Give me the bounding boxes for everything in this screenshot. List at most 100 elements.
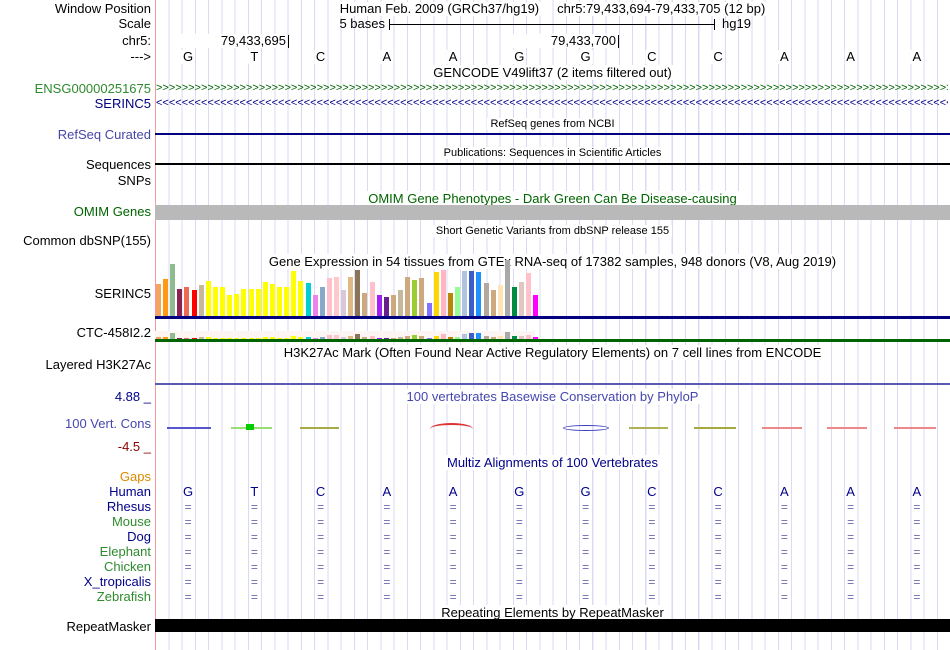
gtex-bar-serinc5[interactable] — [355, 270, 361, 316]
gtex-bar-ctc[interactable] — [412, 335, 418, 339]
gtex-bar-ctc[interactable] — [355, 334, 361, 339]
track-label-sequences[interactable]: Sequences — [85, 157, 151, 172]
gtex-bar-ctc[interactable] — [476, 333, 482, 339]
gtex-bar-ctc[interactable] — [519, 336, 525, 339]
species-label-mouse[interactable]: Mouse — [111, 514, 151, 529]
gtex-bar-serinc5[interactable] — [390, 295, 396, 316]
gtex-bar-ctc[interactable] — [334, 335, 339, 339]
gtex-bar-ctc[interactable] — [512, 336, 517, 339]
gtex-bar-serinc5[interactable] — [469, 271, 475, 316]
gtex-bar-serinc5[interactable] — [234, 294, 240, 316]
gtex-bar-ctc[interactable] — [483, 336, 489, 339]
gtex-bar-serinc5[interactable] — [312, 295, 318, 316]
species-label-chicken[interactable]: Chicken — [104, 559, 151, 574]
track-label-common-dbsnp[interactable]: Common dbSNP(155) — [23, 233, 151, 248]
repeatmasker-bar[interactable] — [155, 619, 950, 632]
track-label-repeatmasker[interactable]: RepeatMasker — [66, 619, 151, 634]
gtex-bar-serinc5[interactable] — [198, 285, 204, 316]
gtex-bar-serinc5[interactable] — [163, 279, 169, 316]
gtex-bar-ctc[interactable] — [447, 337, 453, 339]
gtex-bar-ctc[interactable] — [504, 332, 510, 339]
gtex-bar-serinc5[interactable] — [205, 281, 211, 316]
gtex-bar-serinc5[interactable] — [433, 272, 439, 316]
gtex-bar-ctc[interactable] — [262, 337, 268, 339]
gtex-serinc5-baseline[interactable] — [155, 316, 950, 319]
gtex-bar-ctc[interactable] — [490, 337, 496, 339]
gtex-bar-ctc[interactable] — [533, 337, 539, 339]
h3k27ac-track-line[interactable] — [155, 383, 950, 385]
gtex-bar-ctc[interactable] — [255, 338, 261, 339]
gtex-bar-serinc5[interactable] — [277, 287, 283, 316]
gtex-bar-serinc5[interactable] — [497, 285, 503, 316]
gtex-bar-serinc5[interactable] — [156, 284, 161, 316]
gtex-bar-serinc5[interactable] — [177, 289, 183, 316]
gtex-bar-ctc[interactable] — [326, 335, 332, 339]
gtex-bar-ctc[interactable] — [419, 336, 425, 339]
gtex-bar-ctc[interactable] — [383, 338, 389, 339]
gtex-bar-ctc[interactable] — [376, 338, 382, 339]
omim-genes-bar[interactable] — [155, 205, 950, 220]
track-label-layered-h3k27ac[interactable]: Layered H3K27Ac — [45, 357, 151, 372]
gtex-bar-serinc5[interactable] — [483, 283, 489, 316]
species-label-dog[interactable]: Dog — [127, 529, 151, 544]
gtex-bar-ctc[interactable] — [433, 336, 439, 339]
gtex-bar-serinc5[interactable] — [455, 287, 461, 316]
gtex-bar-serinc5[interactable] — [526, 273, 532, 316]
gtex-bar-serinc5[interactable] — [376, 295, 382, 316]
gtex-bar-ctc[interactable] — [462, 334, 468, 339]
gtex-bar-serinc5[interactable] — [369, 282, 375, 316]
gtex-bar-ctc[interactable] — [170, 333, 176, 339]
gtex-bar-ctc[interactable] — [348, 336, 354, 339]
gtex-bar-serinc5[interactable] — [334, 277, 339, 316]
gtex-bar-ctc[interactable] — [526, 335, 532, 339]
gtex-bar-serinc5[interactable] — [170, 264, 176, 316]
gtex-bar-serinc5[interactable] — [426, 303, 432, 316]
gtex-bar-serinc5[interactable] — [262, 282, 268, 316]
gene-strand-arrows-serinc5[interactable]: <<<<<<<<<<<<<<<<<<<<<<<<<<<<<<<<<<<<<<<<… — [156, 97, 948, 109]
gtex-bar-ctc[interactable] — [291, 336, 297, 339]
gtex-bar-ctc[interactable] — [234, 338, 240, 339]
gtex-bar-serinc5[interactable] — [412, 280, 418, 316]
track-label-refseq-curated[interactable]: RefSeq Curated — [57, 127, 151, 142]
gtex-bar-serinc5[interactable] — [319, 287, 325, 316]
species-label-elephant[interactable]: Elephant — [99, 544, 151, 559]
species-label-zebrafish[interactable]: Zebrafish — [96, 589, 151, 604]
gtex-bar-ctc[interactable] — [241, 338, 247, 339]
gtex-bar-ctc[interactable] — [469, 333, 475, 339]
gtex-bar-serinc5[interactable] — [348, 277, 354, 316]
gtex-bar-serinc5[interactable] — [440, 270, 446, 316]
gtex-bar-ctc[interactable] — [440, 334, 446, 339]
gtex-bar-ctc[interactable] — [405, 336, 411, 339]
track-label-gtex-ctc[interactable]: CTC-458I2.2 — [76, 325, 151, 340]
gtex-bar-ctc[interactable] — [390, 338, 396, 339]
track-label-omim-genes[interactable]: OMIM Genes — [73, 204, 151, 219]
gtex-bar-ctc[interactable] — [362, 337, 368, 339]
gtex-bar-serinc5[interactable] — [512, 287, 517, 316]
gtex-bar-ctc[interactable] — [277, 338, 283, 339]
gtex-bar-serinc5[interactable] — [490, 290, 496, 316]
gtex-bar-serinc5[interactable] — [220, 287, 226, 316]
species-label-human[interactable]: Human — [109, 484, 151, 499]
gtex-bar-serinc5[interactable] — [241, 289, 247, 316]
track-label-100-vert-cons[interactable]: 100 Vert. Cons — [65, 416, 151, 431]
gtex-bar-serinc5[interactable] — [291, 271, 297, 316]
gtex-bar-serinc5[interactable] — [533, 295, 539, 316]
gtex-bar-ctc[interactable] — [284, 338, 290, 339]
gtex-bar-serinc5[interactable] — [362, 293, 368, 316]
gtex-bar-serinc5[interactable] — [405, 277, 411, 316]
gtex-bar-ctc[interactable] — [312, 338, 318, 339]
gtex-bar-ctc[interactable] — [184, 338, 190, 339]
gtex-bar-serinc5[interactable] — [298, 281, 304, 316]
gtex-bar-serinc5[interactable] — [447, 293, 453, 316]
gtex-bar-serinc5[interactable] — [476, 272, 482, 316]
track-label-snps[interactable]: SNPs — [117, 173, 151, 188]
species-label-rhesus[interactable]: Rhesus — [106, 499, 151, 514]
gene-label-serinc5[interactable]: SERINC5 — [94, 96, 151, 111]
gtex-bar-serinc5[interactable] — [248, 289, 254, 316]
gtex-bar-ctc[interactable] — [177, 338, 183, 339]
gtex-bar-ctc[interactable] — [426, 338, 432, 339]
gtex-bar-serinc5[interactable] — [398, 290, 404, 316]
gtex-bar-ctc[interactable] — [156, 337, 161, 339]
species-label-gaps[interactable]: Gaps — [119, 469, 151, 484]
gtex-bar-serinc5[interactable] — [504, 260, 510, 316]
